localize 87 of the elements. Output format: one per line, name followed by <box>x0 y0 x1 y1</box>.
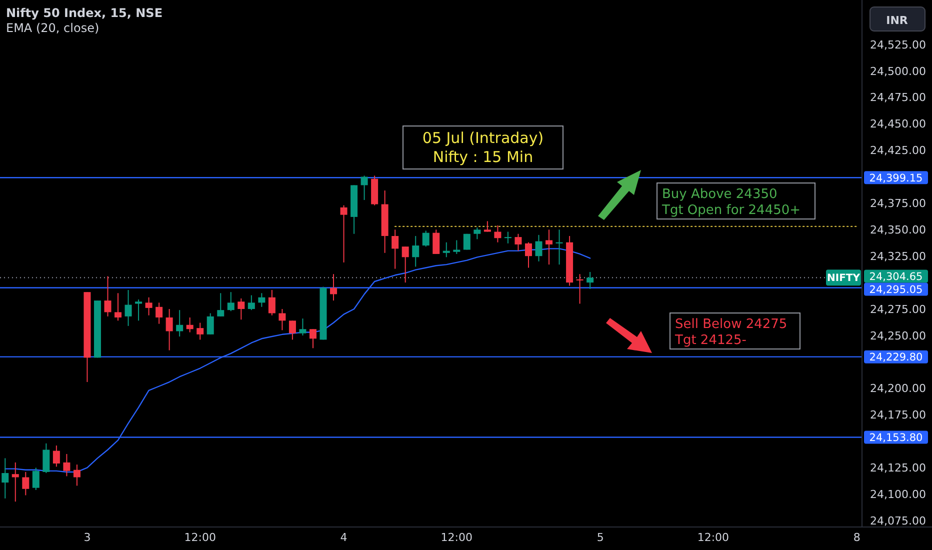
candlestick <box>576 274 584 304</box>
candlestick <box>484 220 491 232</box>
candlestick <box>258 292 266 308</box>
y-tick-label: 24,525.00 <box>870 38 926 52</box>
candlestick <box>2 458 9 499</box>
y-tick-label: 24,125.00 <box>870 462 926 475</box>
candlestick <box>156 302 163 324</box>
candlestick <box>135 298 142 322</box>
candlestick <box>422 230 430 248</box>
y-tick-label: 24,425.00 <box>870 144 926 158</box>
candlestick <box>546 229 553 266</box>
candlestick <box>299 318 306 336</box>
ref-line-label: 24,153.80 <box>869 432 923 444</box>
candlestick <box>12 462 19 502</box>
candlestick <box>586 271 594 290</box>
x-tick-label: 3 <box>84 531 91 544</box>
y-tick-label: 24,250.00 <box>870 329 926 342</box>
annotation: Tgt 24125- <box>674 333 747 348</box>
candlestick <box>330 274 338 302</box>
candlestick <box>248 294 255 311</box>
candlestick <box>442 242 450 258</box>
candlestick <box>238 298 245 320</box>
candlestick <box>494 224 502 243</box>
y-tick-label: 24,175.00 <box>870 408 926 422</box>
candlestick <box>402 246 409 284</box>
candlestick <box>166 308 173 351</box>
candlestick <box>63 453 70 477</box>
candlestick <box>32 467 40 490</box>
candlestick <box>227 292 234 312</box>
candlestick <box>412 235 420 268</box>
annotation: Sell Below 24275 <box>675 317 788 332</box>
y-tick-label: 24,325.00 <box>870 250 926 263</box>
x-tick-label: 5 <box>596 531 604 544</box>
annotation: Nifty : 15 Min <box>432 148 534 166</box>
candlestick <box>432 229 440 254</box>
candlestick <box>196 322 204 340</box>
y-tick-label: 24,375.00 <box>870 197 926 210</box>
ref-line-label: 24,399.15 <box>869 172 923 184</box>
annotation: 05 Jul (Intraday) <box>422 129 544 147</box>
annotation: Buy Above 24350 <box>662 187 778 202</box>
candlestick <box>176 310 184 338</box>
x-tick-label: 12:00 <box>440 531 473 544</box>
candlestick <box>145 296 152 316</box>
ref-line-label: 24,304.65 <box>869 270 923 283</box>
ref-line-label: 24,229.80 <box>869 352 923 364</box>
x-tick-label: 12:00 <box>184 531 216 544</box>
candlestick <box>52 445 60 468</box>
text: INR <box>886 14 908 27</box>
candlestick <box>556 229 563 266</box>
y-tick-label: 24,075.00 <box>870 514 926 528</box>
y-tick-label: 24,450.00 <box>870 118 926 131</box>
y-tick-label: 24,275.00 <box>870 302 926 316</box>
y-tick-label: 24,500.00 <box>870 64 926 78</box>
candlestick <box>124 289 132 326</box>
annotation: Tgt Open for 24450+ <box>661 203 801 218</box>
candlestick <box>514 233 522 252</box>
candlestick <box>186 316 194 333</box>
candlestick <box>524 242 532 268</box>
candlestick <box>309 328 316 349</box>
y-tick-label: 24,200.00 <box>870 382 926 396</box>
x-tick-label: 12:00 <box>697 531 730 544</box>
text: EMA (20, close) <box>6 21 100 35</box>
y-tick-label: 24,475.00 <box>870 91 926 104</box>
candlestick <box>474 227 481 240</box>
x-tick-label: 8 <box>853 531 860 544</box>
annotation: NIFTY <box>827 273 861 284</box>
candlestick <box>504 231 512 244</box>
candlestick <box>360 175 368 201</box>
candlestick <box>535 234 542 262</box>
ref-line-label: 24,295.05 <box>869 284 923 296</box>
candlestick <box>340 204 348 263</box>
candlestick <box>206 312 214 335</box>
candlestick <box>217 292 224 317</box>
candlestick <box>42 442 50 474</box>
candlestick <box>288 320 296 340</box>
x-tick-label: 4 <box>340 531 348 544</box>
candlestick <box>268 289 276 316</box>
text: Nifty 50 Index, 15, NSE <box>6 6 163 20</box>
candlestick <box>114 292 122 322</box>
y-tick-label: 24,350.00 <box>870 223 926 236</box>
candlestick <box>104 276 112 317</box>
candlestick <box>73 464 80 486</box>
y-tick-label: 24,100.00 <box>870 488 926 502</box>
candlestick <box>22 471 30 496</box>
candlestick <box>392 229 399 270</box>
candlestick <box>278 308 286 331</box>
candlestick <box>453 240 460 254</box>
